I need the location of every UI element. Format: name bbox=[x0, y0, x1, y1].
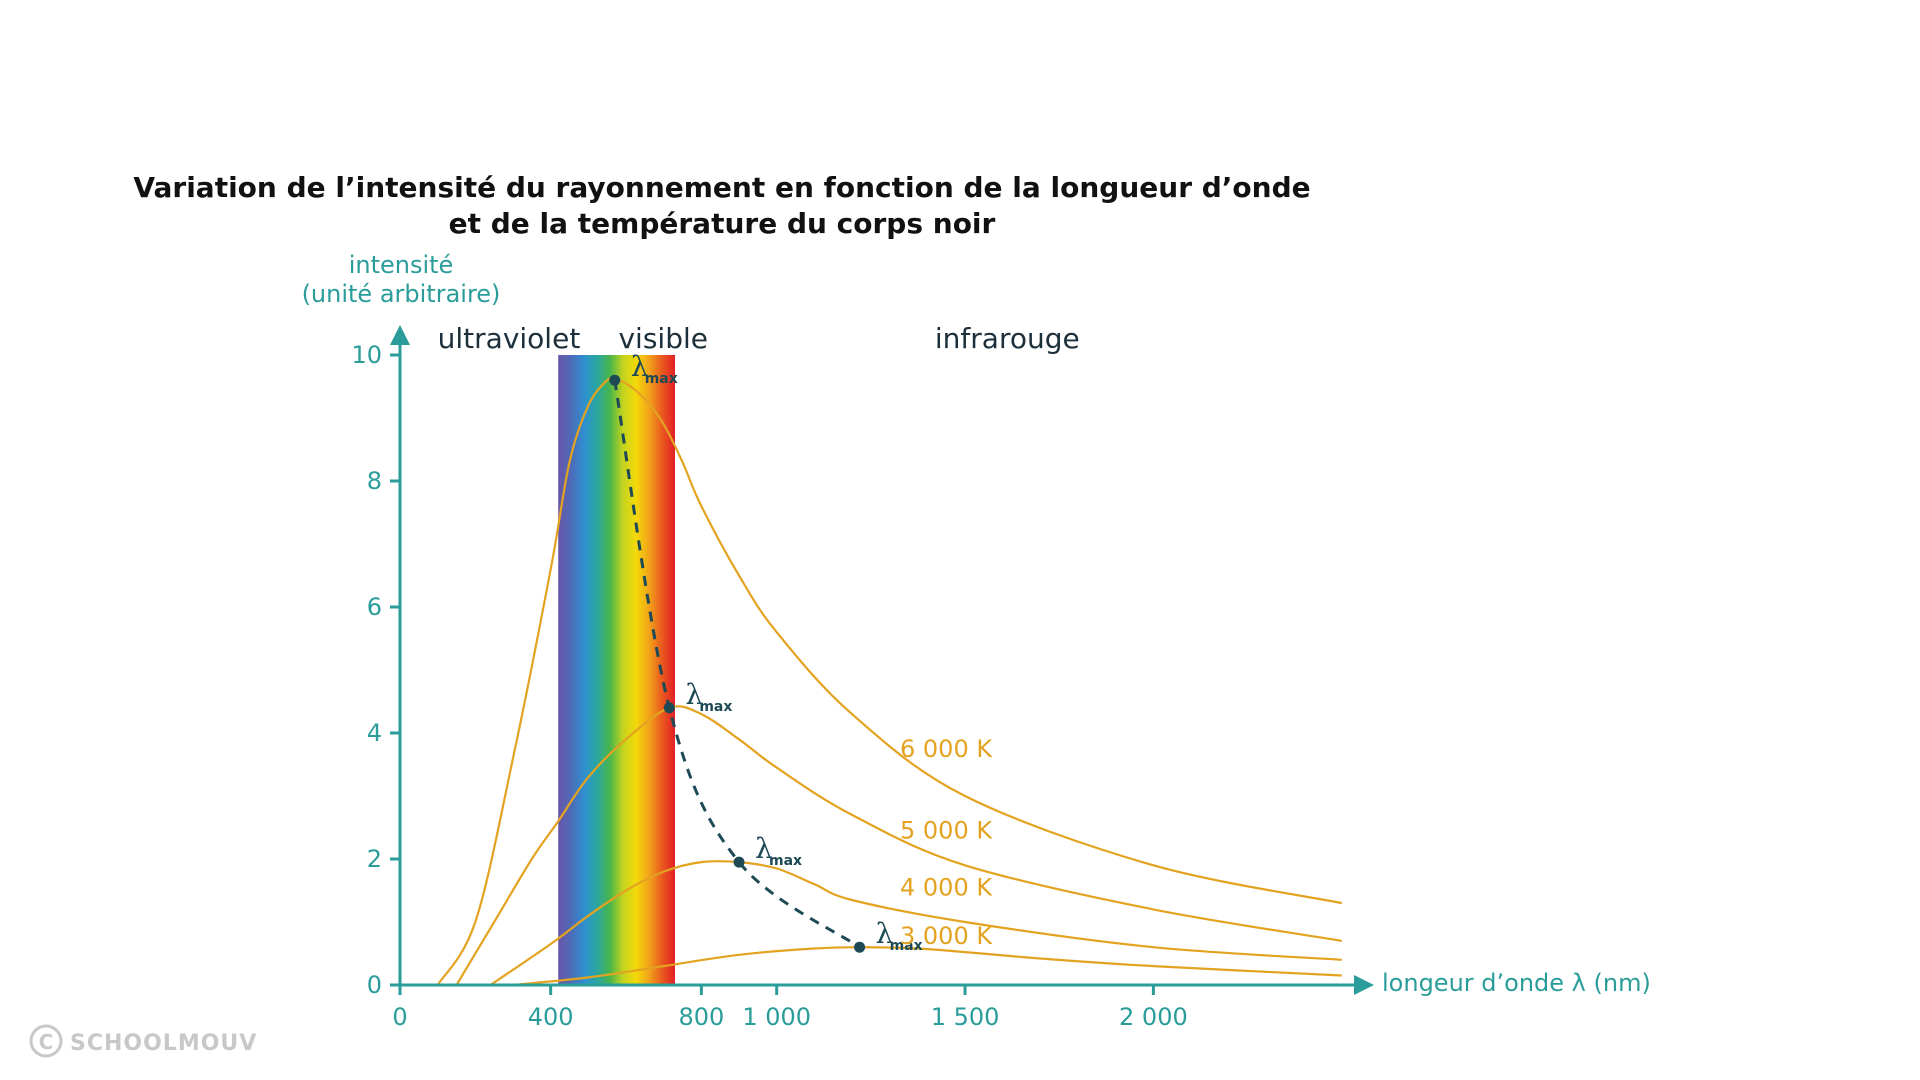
x-tick-label: 1 500 bbox=[931, 1003, 1000, 1031]
copyright-icon bbox=[29, 1024, 63, 1058]
peak-point-5000k bbox=[663, 702, 675, 714]
series-label-2: 4 000 K bbox=[900, 873, 993, 901]
lambda-max-label: λ bbox=[685, 678, 703, 711]
y-axis-arrow-icon bbox=[390, 325, 410, 345]
series-label-0: 6 000 K bbox=[900, 735, 993, 763]
y-axis-label-line2: (unité arbitraire) bbox=[302, 280, 501, 308]
x-tick-label: 2 000 bbox=[1119, 1003, 1188, 1031]
y-tick-label: 2 bbox=[367, 845, 382, 873]
x-axis-label: longeur d’onde λ (nm) bbox=[1382, 969, 1651, 997]
region-label-1: visible bbox=[618, 322, 708, 355]
y-tick-label: 10 bbox=[351, 341, 382, 369]
y-tick-label: 4 bbox=[367, 719, 382, 747]
curve-4000k bbox=[489, 860, 1342, 986]
x-tick-label: 0 bbox=[392, 1003, 407, 1031]
chart-title-line2: et de la température du corps noir bbox=[449, 207, 996, 240]
watermark-text: SCHOOLMOUV bbox=[70, 1031, 257, 1056]
x-axis-arrow-icon bbox=[1354, 975, 1374, 995]
copyright-glyph: C bbox=[39, 1030, 54, 1054]
y-axis-label-line1: intensité bbox=[349, 251, 454, 279]
y-tick-label: 6 bbox=[367, 593, 382, 621]
region-label-0: ultraviolet bbox=[438, 322, 581, 355]
lambda-max-subscript: max bbox=[769, 853, 802, 869]
x-tick-label: 400 bbox=[528, 1003, 574, 1031]
lambda-max-subscript: max bbox=[699, 699, 732, 715]
lambda-max-label: λ bbox=[631, 350, 649, 383]
y-tick-label: 8 bbox=[367, 467, 382, 495]
series-label-1: 5 000 K bbox=[900, 817, 993, 845]
lambda-max-subscript: max bbox=[890, 938, 923, 954]
lambda-max-label: λ bbox=[755, 832, 773, 865]
x-tick-label: 800 bbox=[678, 1003, 724, 1031]
lambda-max-label: λ bbox=[876, 917, 894, 950]
series-label-3: 3 000 K bbox=[900, 922, 993, 950]
peak-point-6000k bbox=[609, 374, 621, 386]
region-label-2: infrarouge bbox=[935, 322, 1080, 355]
peak-point-3000k bbox=[854, 941, 866, 953]
y-tick-label: 0 bbox=[367, 971, 382, 999]
watermark: C SCHOOLMOUV bbox=[29, 1024, 257, 1058]
x-tick-label: 1 000 bbox=[742, 1003, 811, 1031]
visible-spectrum-band bbox=[558, 355, 675, 985]
lambda-max-subscript: max bbox=[645, 371, 678, 387]
curve-6000k bbox=[436, 377, 1343, 986]
chart-title-line1: Variation de l’intensité du rayonnement … bbox=[133, 171, 1310, 204]
peak-point-4000k bbox=[733, 856, 745, 868]
curve-5000k bbox=[455, 705, 1342, 986]
